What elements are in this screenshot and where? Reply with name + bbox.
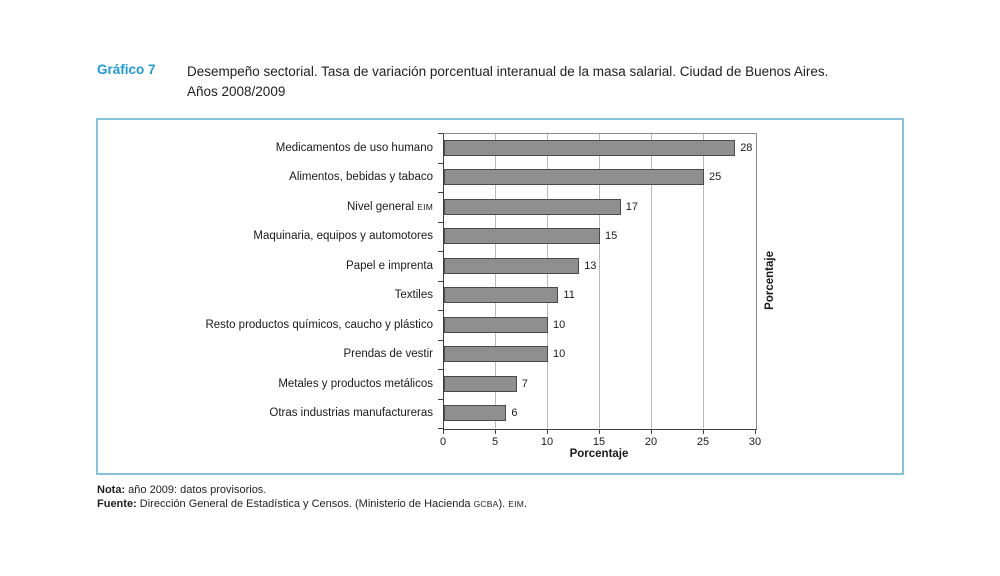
x-axis-tick — [495, 429, 496, 434]
category-label: Papel e imprenta — [346, 259, 433, 272]
y-axis-tick — [438, 369, 443, 370]
footnote-text: ). — [498, 498, 509, 510]
x-tick-label: 10 — [540, 436, 554, 448]
bar-value-label: 25 — [709, 171, 722, 184]
plot-area — [443, 133, 757, 430]
bar-value-label: 15 — [605, 230, 618, 243]
footnote-line: Fuente: Dirección General de Estadística… — [97, 497, 527, 511]
gridline — [547, 134, 548, 428]
bar-value-label: 28 — [740, 141, 753, 154]
bar — [444, 228, 600, 245]
gridline — [651, 134, 652, 428]
category-label: Otras industrias manufactureras — [269, 407, 433, 420]
bar-value-label: 17 — [625, 200, 639, 213]
category-label-smallcaps: EIM — [417, 201, 433, 212]
x-axis-tick — [599, 429, 600, 434]
right-axis-title: Porcentaje — [762, 133, 778, 428]
category-label: Textiles — [394, 289, 433, 302]
category-label: Maquinaria, equipos y automotores — [253, 230, 433, 243]
footnote-text-smallcaps: EIM — [508, 499, 524, 509]
x-axis-tick — [703, 429, 704, 434]
bar — [444, 169, 704, 186]
x-tick-label: 25 — [696, 436, 710, 448]
bar-value-label: 10 — [553, 348, 566, 361]
gridline — [703, 134, 704, 428]
y-axis-tick — [438, 192, 443, 193]
y-axis-tick — [438, 428, 443, 429]
gridline — [495, 134, 496, 428]
footnote-text: Dirección General de Estadística y Censo… — [136, 498, 474, 510]
x-tick-label: 5 — [491, 436, 499, 448]
category-label: Nivel general EIM — [346, 200, 433, 213]
bar — [444, 139, 736, 156]
bar — [444, 198, 621, 215]
footnote-label: Fuente: — [97, 498, 137, 510]
bar — [444, 316, 548, 333]
x-tick-label: 20 — [644, 436, 658, 448]
x-tick-label: 30 — [748, 436, 762, 448]
x-axis-tick — [755, 429, 756, 434]
bar-value-label: 13 — [584, 259, 597, 272]
footnote-line: Nota: año 2009: datos provisorios. — [97, 483, 527, 497]
bar-value-label: 11 — [563, 289, 575, 302]
bar — [444, 257, 580, 274]
category-label: Alimentos, bebidas y tabaco — [289, 171, 433, 184]
y-axis-tick — [438, 339, 443, 341]
category-label: Prendas de vestir — [343, 348, 434, 361]
bar — [444, 346, 548, 363]
x-axis-tick — [443, 429, 444, 434]
category-label: Resto productos químicos, caucho y plást… — [205, 318, 433, 331]
bar — [444, 405, 507, 422]
bar — [444, 375, 517, 392]
bar-value-label: 6 — [511, 407, 518, 420]
footnote-text: año 2009: datos provisorios. — [125, 484, 267, 496]
category-label: Metales y productos metálicos — [278, 377, 433, 390]
footnotes: Nota: año 2009: datos provisorios. Fuente… — [97, 483, 527, 511]
x-axis-tick — [651, 429, 652, 434]
bar — [444, 287, 559, 304]
y-axis-tick — [438, 280, 443, 282]
right-axis-title-text: Porcentaje — [764, 251, 776, 310]
chart-panel: Medicamentos de uso humano 28 Alimentos, b… — [96, 118, 904, 475]
x-axis-title: Porcentaje — [569, 448, 629, 460]
bar-value-label: 10 — [553, 318, 566, 331]
x-tick-label: 0 — [439, 436, 447, 448]
chart-title: Desempeño sectorial. Tasa de variación p… — [187, 62, 909, 102]
category-label: Medicamentos de uso humano — [275, 141, 433, 154]
y-axis-tick — [438, 162, 443, 164]
y-axis-tick — [438, 398, 443, 400]
chart-title-line2: Años 2008/2009 — [187, 84, 286, 99]
footnote-text-smallcaps: GCBA — [473, 499, 499, 509]
gridline — [599, 134, 600, 428]
footnote-label: Nota: — [97, 484, 126, 496]
graph-number-label: Gráfico 7 — [97, 62, 156, 77]
y-axis-tick — [438, 133, 443, 134]
x-axis-tick — [547, 429, 548, 434]
bar-value-label: 7 — [521, 377, 528, 390]
x-tick-label: 15 — [592, 436, 606, 448]
y-axis-tick — [438, 310, 443, 311]
footnote-text: . — [524, 498, 528, 510]
chart-title-line1: Desempeño sectorial. Tasa de variación p… — [187, 64, 829, 79]
y-axis-tick — [438, 251, 443, 252]
y-axis-tick — [438, 221, 443, 223]
